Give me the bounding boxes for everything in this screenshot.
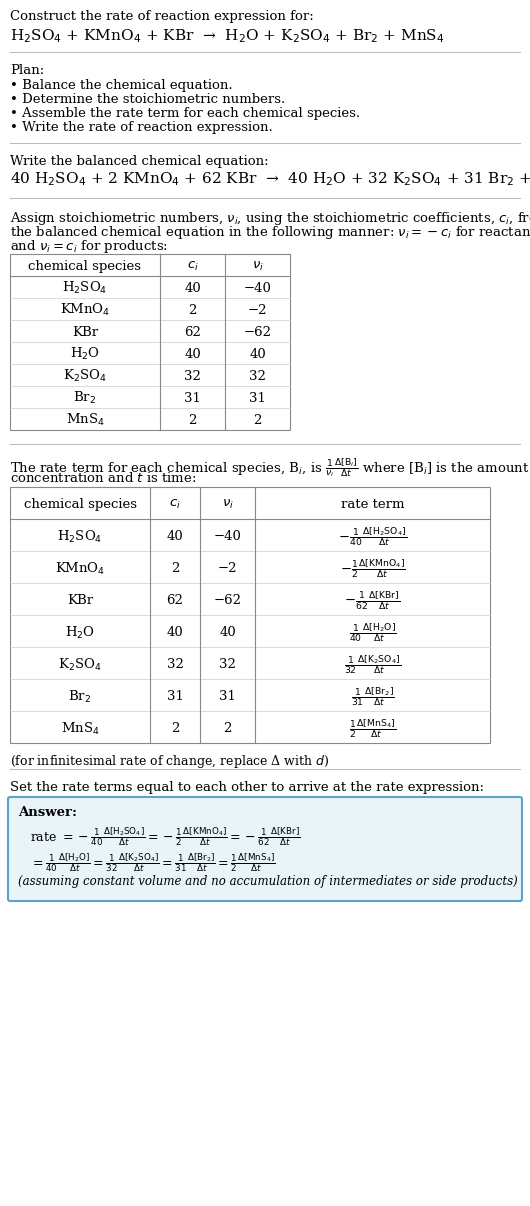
Text: $-\frac{1}{40}\frac{\Delta[\mathrm{H_2SO_4}]}{\Delta t}$: $-\frac{1}{40}\frac{\Delta[\mathrm{H_2SO… (338, 525, 407, 548)
Text: 62: 62 (166, 595, 183, 607)
Text: KBr: KBr (72, 326, 98, 339)
Text: H$_2$SO$_4$: H$_2$SO$_4$ (57, 528, 103, 545)
Text: 62: 62 (184, 326, 201, 339)
Text: MnS$_4$: MnS$_4$ (60, 720, 99, 737)
Text: 2: 2 (188, 304, 197, 317)
Text: rate $= -\frac{1}{40}\frac{\Delta[\mathrm{H_2SO_4}]}{\Delta t} = -\frac{1}{2}\fr: rate $= -\frac{1}{40}\frac{\Delta[\mathr… (30, 825, 301, 848)
Text: Assign stoichiometric numbers, $\nu_i$, using the stoichiometric coefficients, $: Assign stoichiometric numbers, $\nu_i$, … (10, 210, 530, 227)
Text: 40: 40 (249, 347, 266, 361)
Text: −62: −62 (214, 595, 242, 607)
Text: $c_i$: $c_i$ (169, 498, 181, 511)
Text: 32: 32 (184, 369, 201, 382)
Text: • Assemble the rate term for each chemical species.: • Assemble the rate term for each chemic… (10, 107, 360, 121)
Text: and $\nu_i = c_i$ for products:: and $\nu_i = c_i$ for products: (10, 238, 168, 254)
Text: H$_2$SO$_4$ + KMnO$_4$ + KBr  →  H$_2$O + K$_2$SO$_4$ + Br$_2$ + MnS$_4$: H$_2$SO$_4$ + KMnO$_4$ + KBr → H$_2$O + … (10, 27, 445, 45)
Text: 31: 31 (219, 690, 236, 703)
Text: KBr: KBr (67, 595, 93, 607)
FancyBboxPatch shape (8, 797, 522, 901)
Text: $\frac{1}{31}\frac{\Delta[\mathrm{Br_2}]}{\Delta t}$: $\frac{1}{31}\frac{\Delta[\mathrm{Br_2}]… (351, 685, 394, 708)
Text: K$_2$SO$_4$: K$_2$SO$_4$ (63, 368, 107, 385)
Bar (10, 487, 490, 743)
Text: −40: −40 (214, 531, 242, 543)
Text: Construct the rate of reaction expression for:: Construct the rate of reaction expressio… (10, 10, 314, 23)
Text: 32: 32 (166, 658, 183, 671)
Text: $\nu_i$: $\nu_i$ (252, 259, 263, 273)
Text: 40: 40 (184, 347, 201, 361)
Text: $\frac{1}{40}\frac{\Delta[\mathrm{H_2O}]}{\Delta t}$: $\frac{1}{40}\frac{\Delta[\mathrm{H_2O}]… (349, 621, 396, 644)
Text: 2: 2 (253, 414, 262, 427)
Text: rate term: rate term (341, 498, 404, 511)
Text: −2: −2 (248, 304, 267, 317)
Text: H$_2$O: H$_2$O (65, 625, 95, 640)
Bar (10, 254, 290, 431)
Text: 31: 31 (249, 392, 266, 404)
Text: $= \frac{1}{40}\frac{\Delta[\mathrm{H_2O}]}{\Delta t} = \frac{1}{32}\frac{\Delta: $= \frac{1}{40}\frac{\Delta[\mathrm{H_2O… (30, 851, 276, 873)
Text: −62: −62 (243, 326, 271, 339)
Text: H$_2$SO$_4$: H$_2$SO$_4$ (63, 280, 108, 297)
Text: MnS$_4$: MnS$_4$ (66, 412, 104, 428)
Text: $-\frac{1}{62}\frac{\Delta[\mathrm{KBr}]}{\Delta t}$: $-\frac{1}{62}\frac{\Delta[\mathrm{KBr}]… (344, 590, 401, 611)
Text: The rate term for each chemical species, B$_i$, is $\frac{1}{\nu_i}\frac{\Delta[: The rate term for each chemical species,… (10, 456, 529, 479)
Text: $\frac{1}{2}\frac{\Delta[\mathrm{MnS_4}]}{\Delta t}$: $\frac{1}{2}\frac{\Delta[\mathrm{MnS_4}]… (349, 718, 396, 740)
Text: H$_2$O: H$_2$O (70, 346, 100, 362)
Text: 40: 40 (166, 531, 183, 543)
Text: $c_i$: $c_i$ (187, 259, 198, 273)
Text: 40 H$_2$SO$_4$ + 2 KMnO$_4$ + 62 KBr  →  40 H$_2$O + 32 K$_2$SO$_4$ + 31 Br$_2$ : 40 H$_2$SO$_4$ + 2 KMnO$_4$ + 62 KBr → 4… (10, 170, 530, 188)
Text: Answer:: Answer: (18, 806, 77, 819)
Text: 32: 32 (249, 369, 266, 382)
Text: $\nu_i$: $\nu_i$ (222, 498, 234, 511)
Text: K$_2$SO$_4$: K$_2$SO$_4$ (58, 656, 102, 673)
Text: Br$_2$: Br$_2$ (74, 390, 96, 406)
Text: the balanced chemical equation in the following manner: $\nu_i = -c_i$ for react: the balanced chemical equation in the fo… (10, 224, 530, 241)
Text: Write the balanced chemical equation:: Write the balanced chemical equation: (10, 156, 269, 168)
Text: Set the rate terms equal to each other to arrive at the rate expression:: Set the rate terms equal to each other t… (10, 781, 484, 794)
Text: chemical species: chemical species (29, 259, 142, 273)
Text: 2: 2 (223, 722, 232, 736)
Text: 31: 31 (184, 392, 201, 404)
Text: • Balance the chemical equation.: • Balance the chemical equation. (10, 80, 233, 92)
Text: • Write the rate of reaction expression.: • Write the rate of reaction expression. (10, 121, 273, 134)
Text: (for infinitesimal rate of change, replace Δ with $d$): (for infinitesimal rate of change, repla… (10, 753, 330, 769)
Text: chemical species: chemical species (23, 498, 137, 511)
Text: • Determine the stoichiometric numbers.: • Determine the stoichiometric numbers. (10, 93, 285, 106)
Text: 40: 40 (166, 626, 183, 639)
Text: −2: −2 (218, 562, 237, 575)
Text: $\frac{1}{32}\frac{\Delta[\mathrm{K_2SO_4}]}{\Delta t}$: $\frac{1}{32}\frac{\Delta[\mathrm{K_2SO_… (344, 654, 401, 677)
Text: concentration and $t$ is time:: concentration and $t$ is time: (10, 472, 197, 485)
Text: −40: −40 (244, 281, 271, 294)
Text: KMnO$_4$: KMnO$_4$ (60, 302, 110, 318)
Text: 2: 2 (171, 722, 179, 736)
Text: 32: 32 (219, 658, 236, 671)
Text: 31: 31 (166, 690, 183, 703)
Text: 40: 40 (219, 626, 236, 639)
Text: 2: 2 (171, 562, 179, 575)
Text: $-\frac{1}{2}\frac{\Delta[\mathrm{KMnO_4}]}{\Delta t}$: $-\frac{1}{2}\frac{\Delta[\mathrm{KMnO_4… (340, 557, 405, 580)
Text: 40: 40 (184, 281, 201, 294)
Text: Plan:: Plan: (10, 64, 44, 77)
Text: Br$_2$: Br$_2$ (68, 689, 92, 704)
Text: KMnO$_4$: KMnO$_4$ (55, 561, 105, 576)
Text: (assuming constant volume and no accumulation of intermediates or side products): (assuming constant volume and no accumul… (18, 876, 518, 888)
Text: 2: 2 (188, 414, 197, 427)
